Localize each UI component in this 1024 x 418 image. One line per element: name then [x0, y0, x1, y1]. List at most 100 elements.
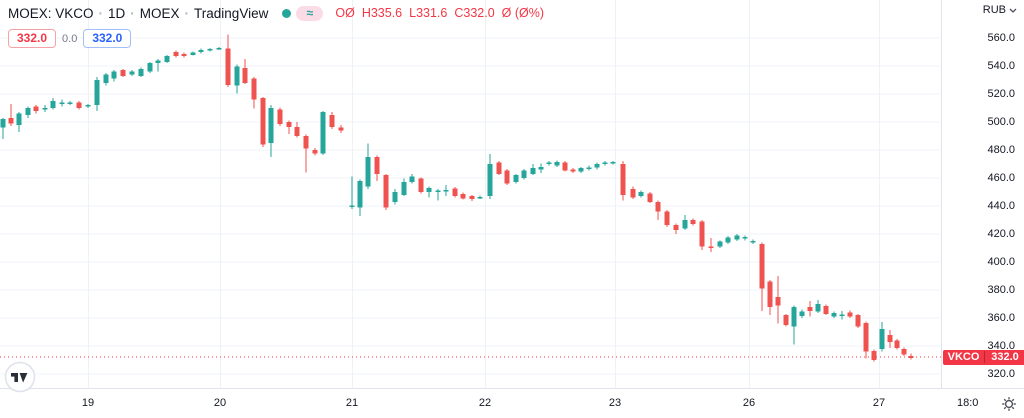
candle[interactable]: [260, 96, 266, 148]
price-axis[interactable]: RUB 560.0 540.0 520.0 500.0 480.0 460.0 440.0 4…: [941, 0, 1024, 388]
title-exchange[interactable]: MOEX: [139, 5, 180, 21]
candle[interactable]: [409, 173, 415, 184]
candle[interactable]: [783, 313, 789, 327]
candle[interactable]: [357, 179, 363, 216]
candle[interactable]: [791, 305, 797, 345]
candle[interactable]: [673, 223, 679, 235]
candle[interactable]: [664, 210, 670, 227]
candle[interactable]: [294, 122, 300, 138]
candle[interactable]: [504, 168, 510, 185]
candle[interactable]: [759, 242, 765, 311]
candle[interactable]: [513, 173, 519, 184]
candle[interactable]: [286, 120, 292, 134]
candle[interactable]: [164, 54, 170, 64]
candle[interactable]: [0, 117, 6, 139]
candle[interactable]: [699, 220, 705, 251]
candle[interactable]: [129, 70, 135, 76]
candle[interactable]: [268, 105, 274, 157]
candle[interactable]: [50, 98, 56, 110]
candle[interactable]: [586, 165, 592, 171]
candle[interactable]: [647, 192, 653, 204]
candle[interactable]: [469, 194, 475, 202]
candle[interactable]: [234, 64, 240, 94]
candle[interactable]: [855, 313, 861, 328]
candle[interactable]: [225, 34, 231, 88]
candle[interactable]: [894, 339, 900, 350]
candle[interactable]: [831, 311, 837, 318]
candle[interactable]: [815, 299, 821, 314]
candle[interactable]: [839, 311, 845, 320]
candle[interactable]: [435, 189, 441, 201]
candle[interactable]: [155, 59, 161, 72]
candle[interactable]: [338, 124, 344, 134]
candle[interactable]: [59, 99, 65, 107]
candle[interactable]: [602, 161, 608, 166]
candle[interactable]: [460, 192, 466, 200]
candle[interactable]: [538, 163, 544, 174]
candle[interactable]: [546, 161, 552, 166]
candle[interactable]: [823, 304, 829, 316]
candle[interactable]: [383, 173, 389, 211]
candle[interactable]: [198, 48, 204, 54]
candle[interactable]: [401, 178, 407, 197]
candle[interactable]: [8, 103, 14, 127]
candle[interactable]: [863, 321, 869, 359]
candle[interactable]: [682, 215, 688, 230]
candle[interactable]: [725, 236, 731, 244]
market-status-pill[interactable]: ≈: [296, 5, 324, 21]
candle[interactable]: [33, 105, 39, 114]
candle[interactable]: [42, 105, 48, 113]
candle[interactable]: [94, 77, 100, 111]
candle[interactable]: [750, 239, 756, 244]
candle[interactable]: [847, 310, 853, 318]
candle[interactable]: [216, 47, 222, 50]
candle[interactable]: [190, 51, 196, 56]
ask-button[interactable]: 332.0: [83, 29, 132, 48]
currency-label[interactable]: RUB: [983, 4, 1017, 16]
candle[interactable]: [111, 70, 117, 82]
candle[interactable]: [207, 47, 213, 52]
tradingview-logo[interactable]: [4, 361, 36, 393]
candle[interactable]: [418, 177, 424, 194]
candle[interactable]: [887, 329, 893, 349]
candle[interactable]: [320, 110, 326, 155]
candle[interactable]: [521, 168, 527, 180]
candle[interactable]: [329, 112, 335, 129]
candle[interactable]: [562, 161, 568, 172]
candle[interactable]: [85, 103, 91, 108]
candle[interactable]: [25, 106, 31, 118]
candle[interactable]: [570, 168, 576, 174]
candle[interactable]: [392, 189, 398, 205]
candle[interactable]: [530, 164, 536, 176]
candle[interactable]: [487, 154, 493, 199]
candle[interactable]: [443, 185, 449, 197]
candle[interactable]: [120, 68, 126, 78]
candle[interactable]: [901, 347, 907, 356]
bid-button[interactable]: 332.0: [8, 29, 57, 48]
candle[interactable]: [638, 190, 644, 198]
candle[interactable]: [610, 160, 616, 165]
candle[interactable]: [103, 73, 109, 86]
candle[interactable]: [871, 349, 877, 362]
candle[interactable]: [365, 143, 371, 190]
candle[interactable]: [242, 59, 248, 85]
candle[interactable]: [312, 147, 318, 156]
candle[interactable]: [452, 187, 458, 198]
candle[interactable]: [594, 162, 600, 170]
candle[interactable]: [807, 301, 813, 317]
candle[interactable]: [578, 166, 584, 174]
title-interval[interactable]: 1D: [108, 5, 126, 21]
candle[interactable]: [554, 160, 560, 167]
candle[interactable]: [734, 234, 740, 241]
candle[interactable]: [630, 186, 636, 199]
candle[interactable]: [67, 101, 73, 106]
candle[interactable]: [620, 161, 626, 201]
candle[interactable]: [173, 50, 179, 58]
settings-gear-icon[interactable]: [1001, 396, 1017, 412]
candle[interactable]: [708, 238, 714, 253]
candle[interactable]: [76, 101, 82, 110]
candle[interactable]: [496, 161, 502, 176]
title-platform[interactable]: TradingView: [194, 5, 269, 21]
candle[interactable]: [303, 134, 309, 173]
candle[interactable]: [16, 112, 22, 132]
